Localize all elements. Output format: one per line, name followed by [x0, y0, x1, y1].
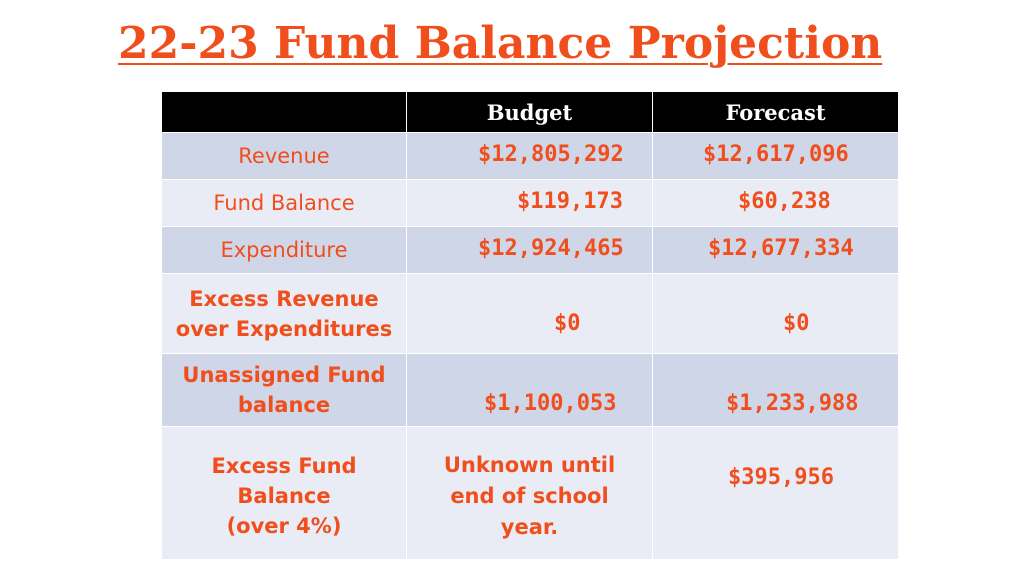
table-row-excess-fund: Excess Fund Balance (over 4%) Unknown un… [161, 426, 899, 560]
budget-text-line: Unknown until [443, 452, 616, 477]
forecast-cell: $0 [652, 273, 899, 354]
row-label: Excess Revenue over Expenditures [161, 273, 407, 354]
row-label-line: over Expenditures [175, 316, 393, 341]
budget-value: $12,805,292 [478, 142, 624, 167]
forecast-cell: $12,617,096 [652, 132, 899, 180]
forecast-value: $60,238 [738, 189, 831, 214]
header-forecast: Forecast [652, 91, 899, 133]
forecast-cell: $12,677,334 [652, 226, 899, 274]
row-label: Excess Fund Balance (over 4%) [161, 426, 407, 560]
row-label-line: balance [237, 393, 331, 417]
forecast-value: $0 [783, 311, 810, 336]
budget-value: $1,100,053 [484, 391, 617, 416]
forecast-value: $12,677,334 [708, 236, 854, 261]
forecast-value: $395,956 [728, 465, 834, 490]
budget-cell: $119,173 [406, 179, 653, 227]
forecast-cell: $1,233,988 [652, 353, 899, 427]
budget-value: $0 [554, 311, 581, 336]
forecast-value: $1,233,988 [726, 391, 859, 416]
forecast-cell: $60,238 [652, 179, 899, 227]
row-label-line: Unassigned Fund [182, 363, 386, 387]
row-label-line: Excess Revenue [189, 286, 379, 311]
page-title: 22-23 Fund Balance Projection [118, 18, 883, 69]
row-label: Revenue [161, 132, 407, 180]
budget-cell: $0 [406, 273, 653, 354]
budget-cell: Unknown until end of school year. [406, 426, 653, 560]
row-label: Unassigned Fund balance [161, 353, 407, 427]
budget-value: $12,924,465 [478, 236, 624, 261]
budget-value: $119,173 [517, 189, 623, 214]
budget-cell: $12,805,292 [406, 132, 653, 180]
fund-balance-table: Budget Forecast Revenue $12,805,292 $12,… [161, 91, 899, 560]
forecast-cell: $395,956 [652, 426, 899, 560]
budget-text-line: end of school [450, 483, 609, 508]
row-label-line: Balance [237, 484, 331, 508]
row-label-line: Excess Fund [211, 454, 357, 478]
budget-cell: $1,100,053 [406, 353, 653, 427]
header-blank [161, 91, 407, 133]
row-label: Fund Balance [161, 179, 407, 227]
table-row-excess-revenue: Excess Revenue over Expenditures $0 $0 [161, 273, 899, 354]
table-row-revenue: Revenue $12,805,292 $12,617,096 [161, 132, 899, 180]
row-label: Expenditure [161, 226, 407, 274]
table-header-row: Budget Forecast [161, 91, 899, 133]
budget-cell: $12,924,465 [406, 226, 653, 274]
table-row-fund-balance: Fund Balance $119,173 $60,238 [161, 179, 899, 227]
header-budget: Budget [406, 91, 653, 133]
forecast-value: $12,617,096 [703, 142, 849, 167]
row-label-line: (over 4%) [226, 514, 342, 538]
table-row-unassigned-fund: Unassigned Fund balance $1,100,053 $1,23… [161, 353, 899, 427]
table-row-expenditure: Expenditure $12,924,465 $12,677,334 [161, 226, 899, 274]
budget-text-line: year. [500, 514, 559, 539]
